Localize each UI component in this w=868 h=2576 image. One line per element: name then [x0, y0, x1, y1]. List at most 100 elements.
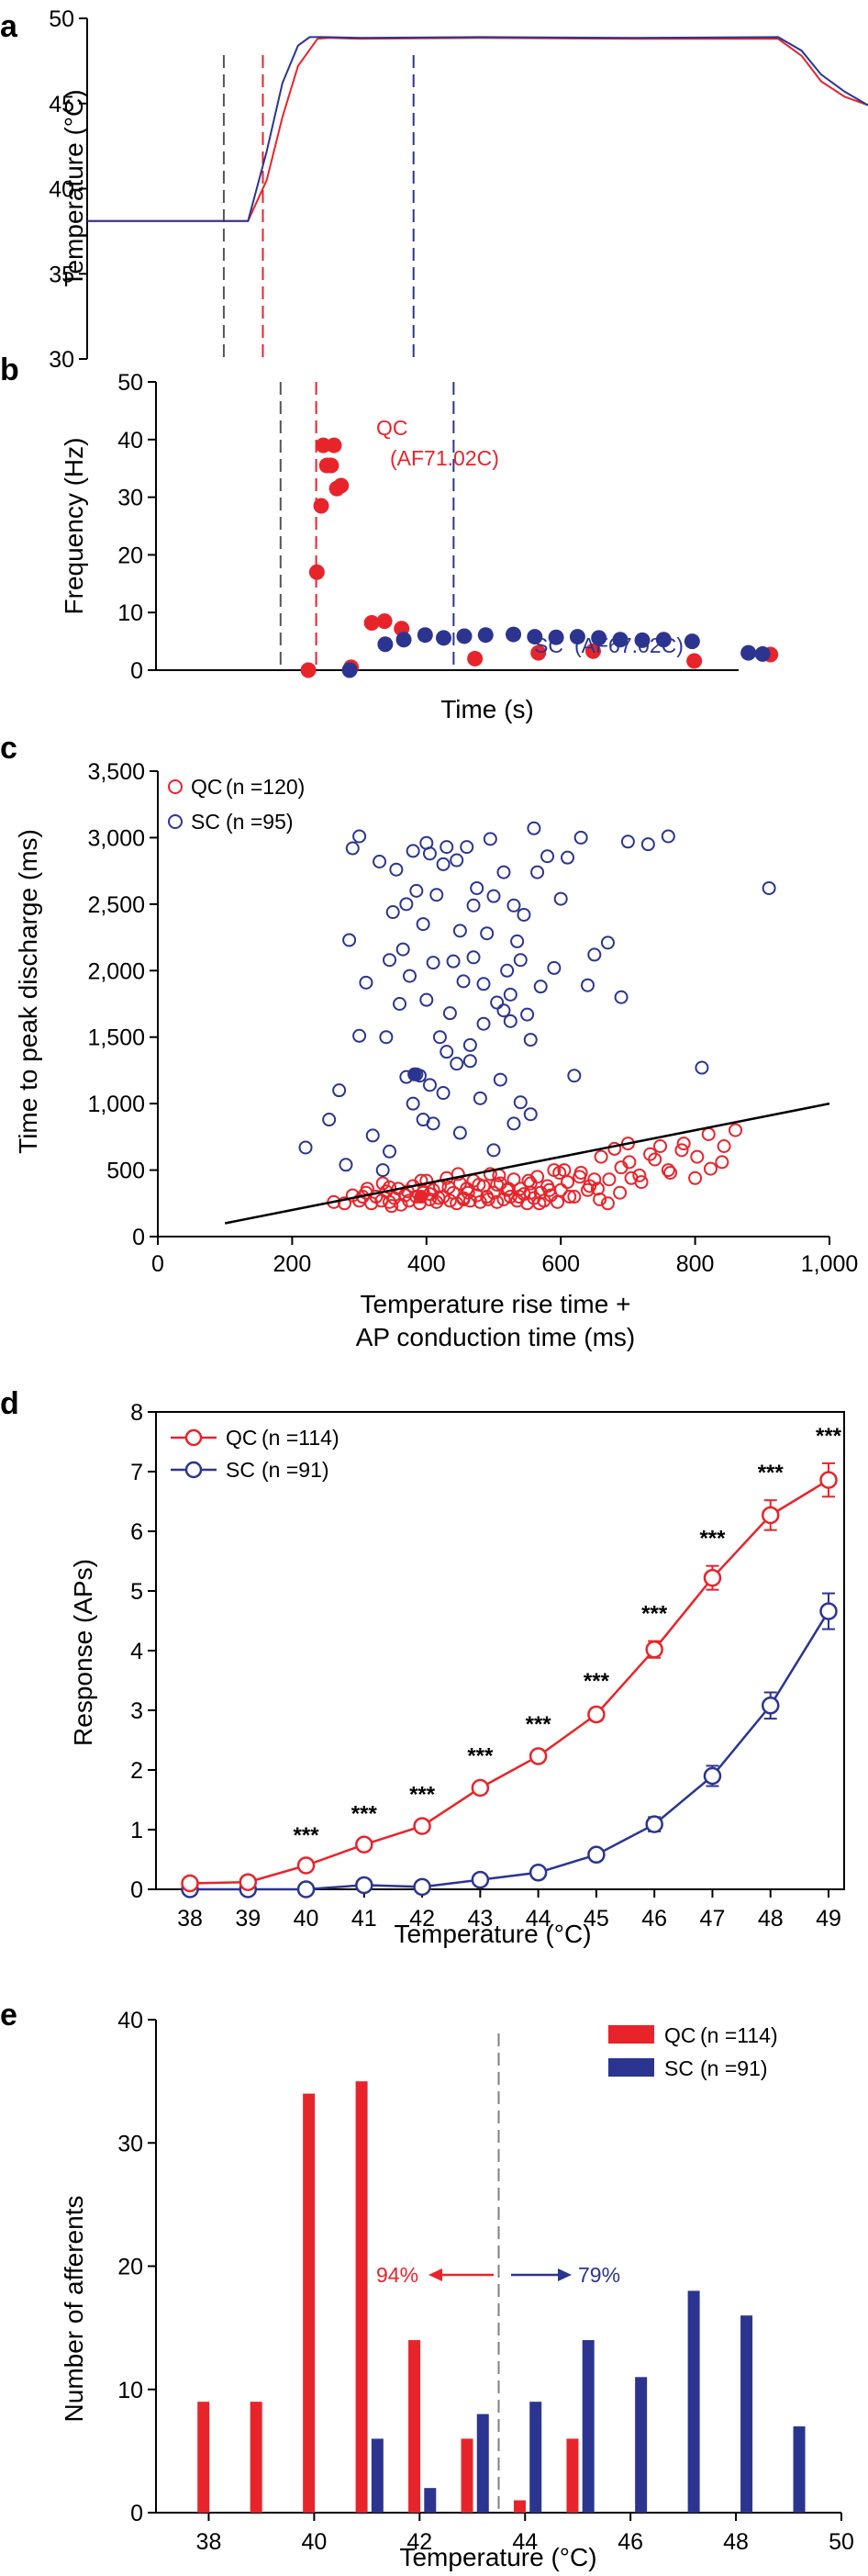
panel-b-sc-point [527, 629, 543, 645]
panel-c-sc-point [375, 1163, 390, 1178]
panel-c-sc-point [345, 841, 360, 856]
panel-c-sc-point [470, 880, 484, 895]
panel-c-sc-point [496, 865, 511, 879]
panel-e-ylabel: Number of afferents [60, 2196, 88, 2423]
panel-c-qc-point [622, 1155, 637, 1170]
qc-percent-label: 94% [376, 2263, 418, 2287]
panel-c-sc-point [695, 1060, 709, 1075]
panel-c-unity-line [224, 1102, 830, 1225]
panel-c-sc-point [587, 947, 602, 962]
panel-c-qc-point [562, 1190, 577, 1204]
panel-b-qc-point [300, 662, 317, 678]
panel-c-ytick-label: 1,500 [87, 1025, 145, 1051]
panel-c-qc-point [481, 1192, 495, 1206]
panel-c-sc-point [547, 960, 562, 975]
panel-c-sc-point [429, 888, 444, 902]
panel-c-sc-point [517, 907, 531, 922]
panel-c-sc-point [422, 1078, 437, 1092]
panel-c-sc-point [399, 897, 414, 912]
panel-e-ytick-label: 30 [117, 2131, 143, 2156]
panel-c-sc-point [416, 1113, 430, 1127]
panel-a-ytick-label: 50 [49, 6, 74, 32]
panel-c-qc-point [375, 1176, 390, 1191]
panel-c-sc-point [422, 846, 437, 861]
panel-c-ytick-label: 2,000 [87, 958, 145, 984]
panel-c-sc-point [342, 933, 357, 947]
panel-d-qc-point [703, 1568, 722, 1587]
panel-c-sc-point [339, 1158, 353, 1172]
panel-b-sc-point [477, 627, 494, 644]
panel-b-sc-point [417, 627, 433, 644]
panel-c-qc-point [542, 1182, 557, 1197]
legend-qc-name: QC [226, 1426, 258, 1450]
panel-e-percent-arrows: 94% 79% [376, 2263, 620, 2287]
panel-e-xtick-label: 38 [196, 2529, 222, 2555]
sc-percent-label: 79% [578, 2263, 620, 2287]
panel-c-example-point-1 [414, 1190, 428, 1204]
panel-b-ytick-label: 30 [117, 486, 143, 511]
panel-d-ytick-label: 6 [130, 1519, 143, 1545]
legend-qc-name: QC [191, 775, 223, 799]
panel-c-sc-point [436, 857, 451, 871]
panel-e-qc-bar [513, 2500, 526, 2513]
panel-c-legend: QC (n =120) SC (n =95) [168, 775, 305, 834]
panel-c-sc-point [436, 1086, 451, 1101]
panel-c-sc-point [476, 977, 491, 991]
panel-d-ytick-label: 1 [130, 1818, 143, 1843]
panel-b-qc-point [333, 477, 350, 494]
panel-d-xtick-label: 48 [758, 1906, 784, 1932]
panel-a-ytick-label: 30 [49, 347, 74, 373]
panel-d-xtick-label: 41 [351, 1906, 377, 1932]
panel-b-ytick-label: 10 [117, 600, 143, 626]
panel-c-ytick-label: 1,000 [87, 1092, 145, 1117]
panel-c-qc-point [530, 1170, 545, 1184]
panel-c-xtick-label: 400 [407, 1251, 446, 1277]
panel-e-qc-bar [197, 2402, 210, 2513]
panel-d-significance-stars: *** [758, 1461, 785, 1485]
panel-c-qc-point [451, 1167, 465, 1182]
panel-e-label: e [0, 1998, 17, 2033]
legend-sc-swatch [608, 2058, 654, 2077]
panel-a-ytick-label: 45 [49, 92, 74, 118]
panel-c-qc-point [551, 1194, 565, 1209]
panel-e-sc-bar [371, 2438, 384, 2513]
panel-d-sc-point [819, 1602, 838, 1620]
panel-c-sc-point [419, 992, 434, 1007]
panel-e-ytick-label: 10 [117, 2378, 143, 2403]
panel-c-sc-point [486, 1143, 501, 1158]
panel-c-qc-point [490, 1178, 505, 1193]
panel-c-sc-point [456, 974, 471, 989]
panel-d-xtick-label: 42 [409, 1906, 435, 1932]
panel-d-ytick-label: 4 [130, 1639, 143, 1664]
legend-sc-n: (n =91) [700, 2056, 768, 2080]
panel-d-qc-point [587, 1705, 606, 1724]
panel-c-sc-point [406, 844, 420, 858]
panel-d-significance-stars: *** [294, 1823, 320, 1848]
panel-c-sc-point [450, 1057, 464, 1071]
panel-d-legend: QC (n =114) SC (n =91) [171, 1426, 339, 1482]
legend-qc-n: (n =114) [262, 1426, 339, 1450]
panel-c-sc-point [385, 905, 400, 920]
panel-b-ylabel: Frequency (Hz) [60, 438, 88, 615]
panel-b-qc-point [584, 643, 601, 659]
panel-c-sc-point [523, 1033, 538, 1047]
panel-c-sc-point [540, 849, 555, 864]
panel-b-qc-point [315, 437, 331, 454]
panel-c-sc-point [496, 1003, 511, 1018]
panel-d-label: d [0, 1386, 19, 1421]
panel-d-sc-line [190, 1610, 830, 1891]
panel-c-qc-point [419, 1173, 434, 1188]
panel-c-qc-point [400, 1184, 415, 1199]
legend-qc-n: (n =114) [700, 2023, 778, 2047]
panel-d-xtick-label: 44 [526, 1906, 551, 1932]
panel-c-qc-point [624, 1170, 639, 1185]
panel-b-qc-point [323, 457, 339, 474]
panel-d-sc-point [413, 1877, 431, 1897]
panel-c-sc-point [460, 840, 474, 855]
panel-c-sc-point [352, 829, 367, 844]
panel-c-qc-point [523, 1185, 538, 1200]
panel-e-legend: QC (n =114) SC (n =91) [608, 2023, 778, 2080]
panel-e-sc-bar [740, 2315, 753, 2513]
panel-d-significance-stars: *** [699, 1527, 726, 1551]
panel-c-sc-point [466, 950, 481, 965]
